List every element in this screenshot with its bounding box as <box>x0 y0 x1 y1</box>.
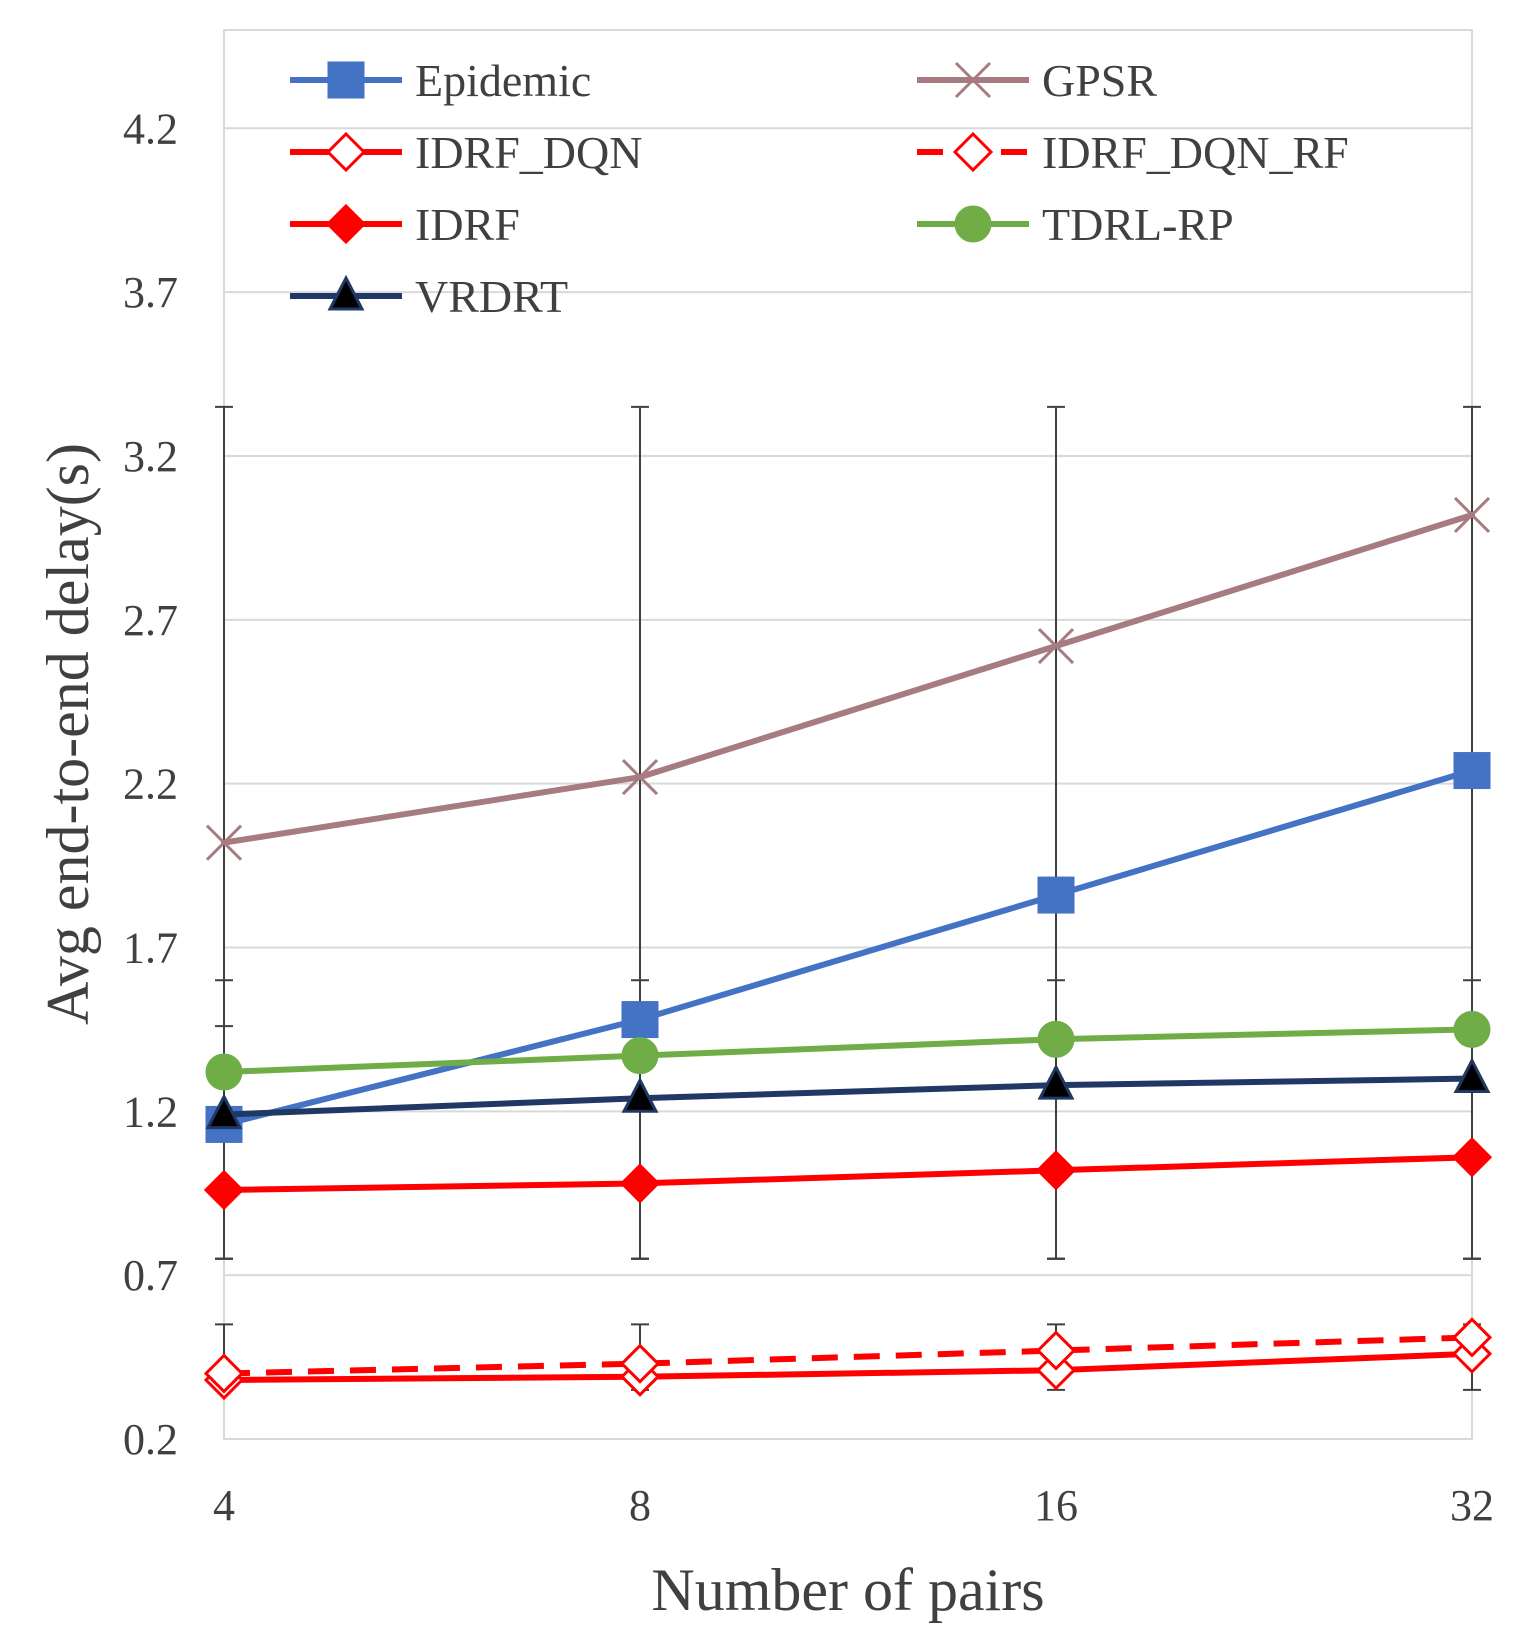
data-point-epidemic-8 <box>621 1001 659 1039</box>
legend-label-idrf-dqn-rf: IDRF_DQN_RF <box>1042 127 1349 178</box>
data-point-tdrl-rp-32 <box>1453 1010 1491 1048</box>
y-tick-label-2-2: 2.2 <box>123 760 178 809</box>
legend-swatch-marker-idrf-dqn <box>325 131 367 173</box>
legend-item-tdrl-rp: TDRL-RP <box>917 199 1234 250</box>
legend-item-vrdrt: VRDRT <box>290 271 568 322</box>
x-tick-label-16: 16 <box>1034 1481 1078 1530</box>
x-tick-label-32: 32 <box>1450 1481 1494 1530</box>
data-point-vrdrt-8 <box>621 1076 659 1113</box>
series-line-idrf-dqn <box>221 1350 1475 1384</box>
y-tick-label-3-2: 3.2 <box>123 432 178 481</box>
data-point-vrdrt-32 <box>1453 1057 1491 1094</box>
legend-item-idrf-dqn-rf: IDRF_DQN_RF <box>917 127 1349 178</box>
series-line-tdrl-rp <box>221 1026 1475 1076</box>
x-tick-label-8: 8 <box>629 1481 651 1530</box>
legend-label-gpsr: GPSR <box>1042 55 1157 106</box>
series-epidemic <box>205 752 1491 1143</box>
y-tick-label-2-7: 2.7 <box>123 596 178 645</box>
y-tick-label-0-7: 0.7 <box>123 1251 178 1300</box>
data-point-idrf-16 <box>1035 1150 1077 1191</box>
legend-swatch-marker-tdrl-rp <box>954 205 992 243</box>
data-point-tdrl-rp-8 <box>621 1037 659 1075</box>
y-tick-label-4-2: 4.2 <box>123 104 178 153</box>
y-tick-label-1-2: 1.2 <box>123 1087 178 1136</box>
data-point-gpsr-16 <box>1037 627 1075 665</box>
data-point-epidemic-32 <box>1453 752 1491 790</box>
legend-label-idrf-dqn: IDRF_DQN <box>415 127 642 178</box>
data-point-idrf-8 <box>619 1163 661 1204</box>
data-point-vrdrt-4 <box>205 1093 243 1130</box>
x-axis-title: Number of pairs <box>651 1557 1044 1623</box>
legend-swatch-marker-idrf <box>325 203 367 245</box>
series-line-vrdrt <box>221 1075 1475 1118</box>
data-point-epidemic-16 <box>1037 876 1075 914</box>
legend-label-vrdrt: VRDRT <box>415 271 568 322</box>
legend-item-idrf: IDRF <box>290 199 520 250</box>
legend-swatch-marker-vrdrt <box>327 274 365 311</box>
legend-swatch-marker-idrf-dqn-rf <box>952 131 994 173</box>
data-point-idrf-dqn-rf-4 <box>203 1353 245 1394</box>
data-point-idrf-32 <box>1451 1137 1493 1178</box>
data-point-idrf-dqn-rf-16 <box>1035 1330 1077 1371</box>
series-gpsr <box>205 496 1491 861</box>
series-line-epidemic <box>221 767 1475 1128</box>
series-idrf-dqn-rf <box>203 1317 1493 1394</box>
legend-item-epidemic: Epidemic <box>290 55 591 106</box>
series-idrf <box>203 1137 1493 1211</box>
series-line-idrf <box>221 1154 1475 1193</box>
legend-item-gpsr: GPSR <box>917 55 1157 106</box>
data-point-tdrl-rp-4 <box>205 1053 243 1091</box>
series-tdrl-rp <box>205 1010 1491 1091</box>
legend-swatch-marker-epidemic <box>327 61 365 99</box>
data-point-idrf-dqn-rf-32 <box>1451 1317 1493 1358</box>
data-point-gpsr-32 <box>1453 496 1491 534</box>
series-line-gpsr <box>221 511 1475 846</box>
data-point-gpsr-8 <box>621 759 659 796</box>
y-axis-title: Avg end-to-end delay(s) <box>35 443 101 1025</box>
legend: Epidemic GPSR IDRF_DQN IDRF_DQN_RF IDRF TDRL-… <box>290 55 1349 322</box>
data-point-gpsr-4 <box>205 824 243 861</box>
legend-item-idrf-dqn: IDRF_DQN <box>290 127 642 178</box>
y-tick-label-3-7: 3.7 <box>123 268 178 317</box>
legend-label-idrf: IDRF <box>415 199 520 250</box>
data-point-idrf-4 <box>203 1169 245 1211</box>
legend-swatch-marker-gpsr <box>954 61 992 99</box>
data-point-tdrl-rp-16 <box>1037 1020 1075 1058</box>
legend-label-tdrl-rp: TDRL-RP <box>1042 199 1234 250</box>
y-tick-label-1-7: 1.7 <box>123 923 178 972</box>
x-tick-label-4: 4 <box>213 1481 235 1530</box>
y-axis-tick-labels: 0.2 0.7 1.2 1.7 2.2 2.7 3.2 3.7 4.2 <box>123 104 178 1464</box>
legend-label-epidemic: Epidemic <box>415 55 591 106</box>
data-point-vrdrt-16 <box>1037 1063 1075 1100</box>
x-axis-tick-labels: 4 8 16 32 <box>213 1481 1494 1530</box>
series-lines <box>203 496 1493 1401</box>
y-tick-label-0-2: 0.2 <box>123 1415 178 1464</box>
data-point-idrf-dqn-rf-8 <box>619 1343 661 1384</box>
series-vrdrt <box>205 1057 1491 1130</box>
